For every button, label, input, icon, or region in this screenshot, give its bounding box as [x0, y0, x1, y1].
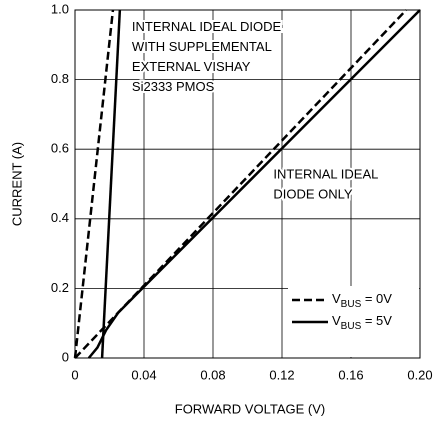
legend-subscript: BUS: [341, 321, 362, 332]
data-line: [87, 9, 421, 359]
x-tick-label: 0.12: [269, 367, 294, 382]
y-tick-label: 0.2: [51, 280, 69, 295]
annotation: INTERNAL IDEAL: [273, 167, 378, 182]
x-tick-label: 0.08: [200, 367, 225, 382]
annotation: DIODE ONLY: [273, 187, 353, 202]
data-line: [73, 9, 115, 359]
legend-label: VBUS = 5V: [332, 313, 392, 331]
legend-text: = 0V: [361, 291, 392, 306]
legend-symbol: V: [332, 291, 341, 306]
annotation: Si2333 PMOS: [132, 79, 215, 94]
y-axis-label: CURRENT (A): [9, 142, 24, 226]
legend-label: VBUS = 0V: [332, 291, 392, 309]
legend-symbol: V: [332, 313, 341, 328]
x-tick-label: 0.16: [338, 367, 363, 382]
y-tick-label: 1.0: [51, 1, 69, 16]
data-line: [100, 9, 122, 359]
plot-frame: [74, 9, 421, 359]
y-tick-label: 0.8: [51, 71, 69, 86]
data-line: [74, 9, 408, 359]
x-tick-label: 0: [71, 367, 78, 382]
x-axis-label: FORWARD VOLTAGE (V): [175, 401, 325, 416]
annotation: EXTERNAL VISHAY: [132, 59, 251, 74]
annotation: WITH SUPPLEMENTAL: [132, 39, 272, 54]
legend-text: = 5V: [361, 313, 392, 328]
x-tick-label: 0.04: [131, 367, 156, 382]
x-tick-label: 0.20: [407, 367, 432, 382]
y-tick-label: 0: [62, 349, 69, 364]
legend-subscript: BUS: [341, 299, 362, 310]
y-tick-label: 0.6: [51, 141, 69, 156]
annotation: INTERNAL IDEAL DIODE: [132, 19, 282, 34]
y-tick-label: 0.4: [51, 210, 69, 225]
